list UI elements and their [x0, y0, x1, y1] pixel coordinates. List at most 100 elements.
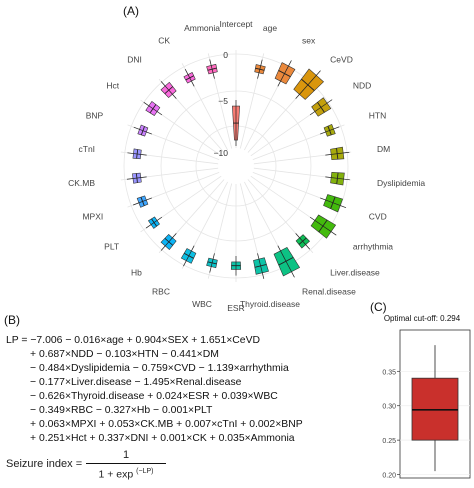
whisker-line — [277, 60, 292, 87]
whisker-line — [257, 59, 263, 79]
lp-formula-line: + 0.063×MPXI + 0.053×CK.MB + 0.007×cTnI … — [30, 419, 303, 430]
category-label: DNI — [127, 55, 142, 65]
coefficient-box — [325, 171, 350, 186]
lp-formula-line: − 0.484×Dyslipidemia − 0.759×CVD − 1.139… — [30, 363, 289, 374]
category-label: RBC — [152, 287, 170, 297]
whisker-line — [127, 152, 147, 156]
lp-formula-line: − 0.349×RBC − 0.327×Hb − 0.001×PLT — [30, 405, 213, 416]
lp-formula-line: − 0.177×Liver.disease − 1.495×Renal.dise… — [30, 377, 242, 388]
y-tick-label: 0.30 — [382, 404, 396, 411]
coefficient-box — [230, 256, 242, 276]
seizure-index-fraction: 1 1 + exp (−LP) — [86, 449, 166, 482]
whisker-line — [184, 69, 195, 87]
denominator-text: 1 + exp — [98, 468, 134, 481]
whisker-line — [183, 245, 195, 267]
y-tick-label: 0.35 — [382, 369, 396, 376]
coefficient-box — [206, 253, 218, 273]
fraction-bar — [86, 463, 166, 464]
category-label: Renal.disease — [302, 287, 356, 297]
whisker-line — [160, 81, 177, 99]
panel-label-c: (C) — [370, 300, 387, 314]
whisker-line — [160, 233, 177, 251]
category-label: sex — [302, 35, 316, 45]
whisker-line — [320, 126, 340, 135]
coefficient-box — [293, 68, 324, 100]
coefficient-box — [253, 253, 269, 279]
lp-formula-line: − 0.626×Thyroid.disease + 0.024×ESR + 0.… — [30, 391, 278, 402]
whisker-line — [295, 70, 321, 99]
coefficient-box — [160, 233, 177, 251]
lp-formula-line: LP = −7.006 − 0.016×age + 0.904×SEX + 1.… — [6, 335, 261, 346]
coefficient-box — [127, 148, 147, 160]
category-label: WBC — [192, 299, 212, 309]
category-label: Intercept — [219, 19, 253, 29]
boxplot-title: Optimal cut-off: 0.294 — [384, 314, 461, 323]
category-label: BNP — [86, 111, 104, 121]
whisker-line — [133, 126, 152, 135]
cutoff-boxplot: Optimal cut-off: 0.294 0.20 0.25 0.30 0.35 — [372, 310, 474, 483]
coefficient-box — [232, 100, 240, 146]
category-label: Thyroid.disease — [240, 299, 300, 309]
coefficient-box — [126, 172, 147, 184]
whisker-line — [320, 197, 347, 209]
coefficient-box — [143, 100, 163, 116]
radial-tick-label: −10 — [214, 148, 229, 158]
concentric-gridline — [123, 53, 349, 279]
category-label: Ammonia — [184, 23, 220, 33]
whisker-line — [126, 176, 147, 180]
category-label: Dyslipidemia — [377, 178, 425, 188]
category-label: CK.MB — [68, 178, 95, 188]
whisker-line — [325, 151, 350, 156]
category-label: CVD — [369, 211, 387, 221]
category-label: cTnI — [79, 144, 96, 154]
category-label: HTN — [369, 111, 386, 121]
coefficient-box-body — [273, 246, 301, 277]
seizure-index-label: Seizure index = — [6, 458, 83, 470]
coefficient-box — [295, 233, 311, 250]
coefficient-box — [133, 195, 152, 208]
whisker-line — [277, 245, 295, 278]
whisker-line — [143, 102, 163, 116]
coefficient-box — [309, 214, 337, 239]
fraction-denominator: 1 + exp (−LP) — [86, 465, 166, 482]
category-label: PLT — [104, 242, 119, 252]
y-tick-label: 0.20 — [382, 473, 396, 480]
coefficient-box — [133, 124, 152, 137]
denominator-exponent: (−LP) — [136, 468, 154, 475]
whisker-line — [309, 99, 333, 116]
category-label: arrhythmia — [353, 242, 393, 252]
category-label: Liver.disease — [330, 267, 380, 277]
coefficient-box — [254, 59, 266, 79]
category-label: ESR — [227, 303, 244, 312]
concentric-gridline — [160, 90, 312, 242]
radial-tick-label: 0 — [223, 50, 228, 60]
coefficient-box — [273, 245, 301, 278]
coefficient-box — [206, 59, 218, 79]
category-label: Hct — [106, 80, 119, 90]
circular-coefficient-chart: 0 −5 −10 Intercept age sex CeVD NDD HTN DM Dyslipi… — [68, 19, 425, 312]
whisker-line — [325, 176, 350, 181]
category-label: age — [263, 23, 277, 33]
coefficient-box — [320, 123, 340, 137]
whisker-line — [309, 216, 337, 236]
whisker-line — [257, 253, 265, 279]
category-label: MPXI — [82, 211, 103, 221]
category-label: CK — [158, 35, 170, 45]
coefficient-box — [274, 60, 296, 87]
radial-tick-label: −5 — [218, 96, 228, 106]
coefficient-box — [320, 194, 347, 213]
coefficient-box — [309, 97, 333, 117]
coefficient-box — [160, 81, 177, 99]
whisker-line — [133, 197, 152, 206]
panel-label-b: (B) — [4, 313, 20, 327]
whisker-line — [295, 233, 311, 250]
category-label: DM — [377, 144, 390, 154]
coefficient-box — [183, 69, 196, 87]
seizure-index-formula: Seizure index = 1 1 + exp (−LP) — [6, 449, 246, 482]
lp-formula-line: + 0.687×NDD − 0.103×HTN − 0.441×DM — [30, 349, 219, 360]
category-label: NDD — [353, 80, 371, 90]
y-tick-label: 0.25 — [382, 438, 396, 445]
coefficient-box — [180, 245, 197, 267]
fraction-numerator: 1 — [122, 449, 130, 461]
lp-formula-line: + 0.251×Hct + 0.337×DNI + 0.001×CK + 0.0… — [30, 433, 295, 444]
